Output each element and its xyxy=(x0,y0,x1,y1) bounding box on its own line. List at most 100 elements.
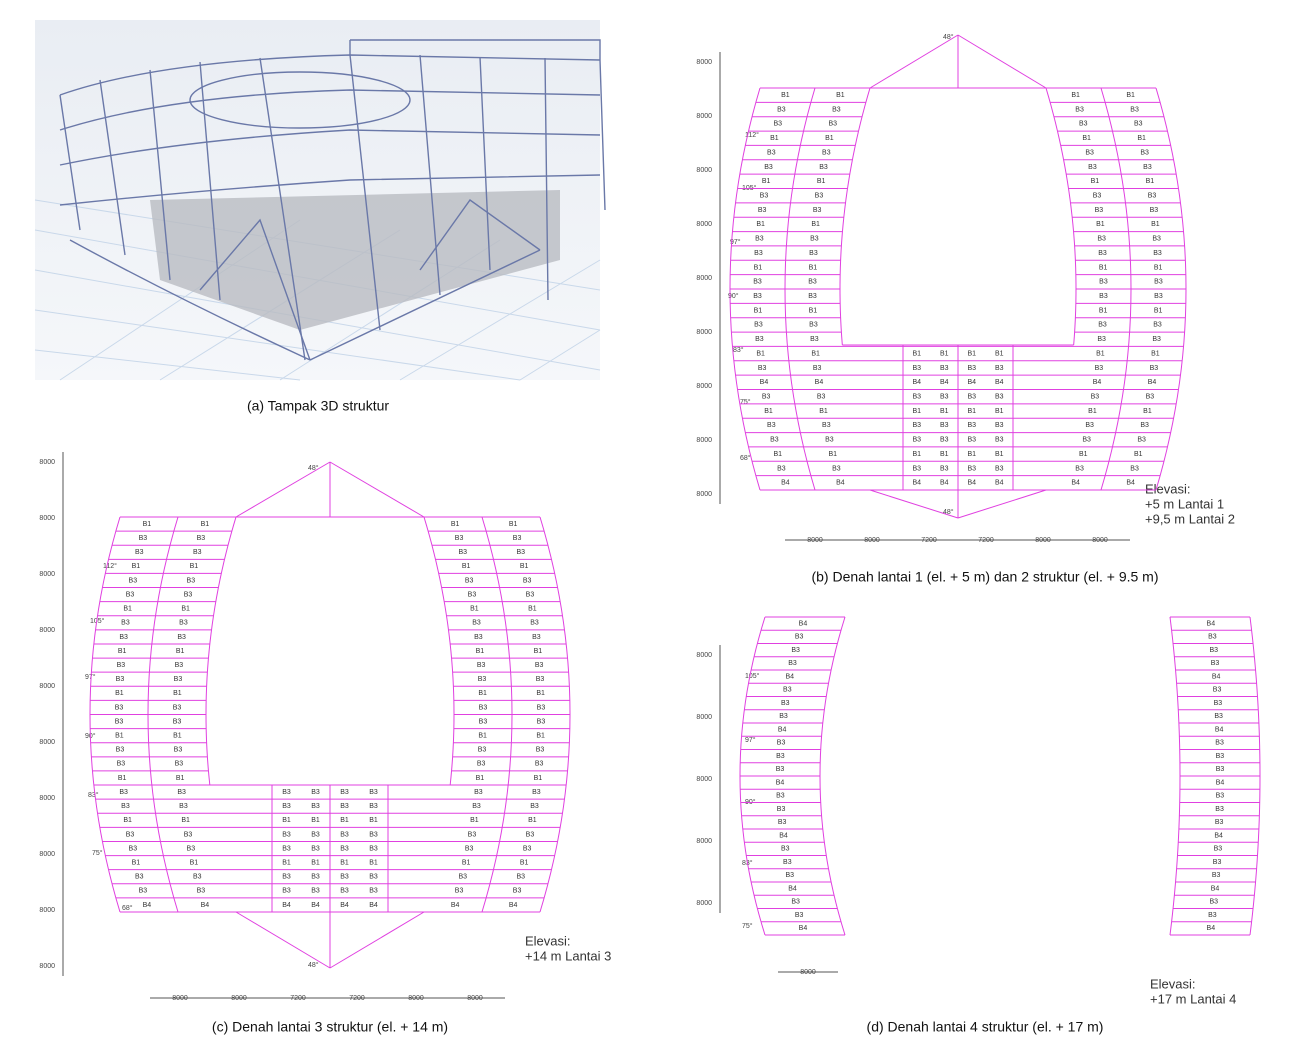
beam-label: B3 xyxy=(340,831,349,838)
beam-label: B3 xyxy=(795,912,804,919)
beam-label: B3 xyxy=(177,634,186,641)
beam-label: B4 xyxy=(1214,832,1223,839)
dimension-label: 8000 xyxy=(39,515,55,522)
beam-label: B1 xyxy=(520,859,529,866)
beam-label: B3 xyxy=(1216,753,1225,760)
beam-label: B3 xyxy=(175,662,184,669)
beam-label: B3 xyxy=(1140,422,1149,429)
beam-label: B3 xyxy=(311,888,320,895)
beam-label: B3 xyxy=(369,803,378,810)
beam-label: B4 xyxy=(311,902,320,909)
beam-label: B4 xyxy=(1215,726,1224,733)
beam-label: B3 xyxy=(788,660,797,667)
beam-label: B4 xyxy=(1207,620,1216,627)
beam-label: B3 xyxy=(1215,740,1224,747)
beam-label: B3 xyxy=(1211,660,1220,667)
angle-label: 75° xyxy=(92,849,103,857)
beam-label: B3 xyxy=(115,718,124,725)
beam-label: B3 xyxy=(1214,700,1223,707)
beam-label: B3 xyxy=(1095,207,1104,214)
beam-line xyxy=(1045,87,1077,346)
beam-label: B3 xyxy=(1137,437,1146,444)
beam-line xyxy=(1169,616,1181,936)
beam-label: B3 xyxy=(472,620,481,627)
dimension-label: 8000 xyxy=(696,113,712,120)
beam-label: B1 xyxy=(1091,178,1100,185)
beam-label: B1 xyxy=(1151,221,1160,228)
beam-label: B3 xyxy=(1214,846,1223,853)
beam-label: B1 xyxy=(781,92,790,99)
beam-label: B1 xyxy=(528,817,537,824)
beam-label: B1 xyxy=(764,408,773,415)
beam-label: B1 xyxy=(1151,350,1160,357)
beam-label: B4 xyxy=(912,480,921,487)
dimension-label: 7200 xyxy=(978,537,994,544)
beam-label: B3 xyxy=(1216,793,1225,800)
dimension-label: 8000 xyxy=(39,683,55,690)
beam-label: B3 xyxy=(530,803,539,810)
beam-label: B3 xyxy=(465,845,474,852)
beam-label: B3 xyxy=(783,687,792,694)
beam-label: B4 xyxy=(967,480,976,487)
beam-label: B3 xyxy=(516,549,525,556)
beam-label: B3 xyxy=(311,831,320,838)
beam-label: B3 xyxy=(282,803,291,810)
beam-label: B1 xyxy=(1154,307,1163,314)
beam-label: B1 xyxy=(1143,408,1152,415)
beam-label: B1 xyxy=(470,817,479,824)
beam-label: B4 xyxy=(836,480,845,487)
beam-label: B3 xyxy=(479,718,488,725)
beam-label: B3 xyxy=(1208,912,1217,919)
dimension-label: 8000 xyxy=(1035,537,1051,544)
beam-label: B1 xyxy=(123,817,132,824)
beam-label: B3 xyxy=(513,535,522,542)
beam-label: B3 xyxy=(777,465,786,472)
beam-label: B4 xyxy=(1126,480,1135,487)
beam-label: B4 xyxy=(1216,779,1225,786)
beam-label: B3 xyxy=(537,704,546,711)
beam-label: B3 xyxy=(822,422,831,429)
beam-label: B3 xyxy=(819,164,828,171)
beam-label: B3 xyxy=(1153,322,1162,329)
beam-label: B3 xyxy=(810,236,819,243)
beam-label: B3 xyxy=(193,549,202,556)
beam-label: B3 xyxy=(1209,647,1218,654)
beam-label: B3 xyxy=(813,365,822,372)
dimension-label: 8000 xyxy=(696,383,712,390)
beam-label: B1 xyxy=(528,606,537,613)
elevation-note: +5 m Lantai 1 xyxy=(1145,496,1224,511)
beam-label: B3 xyxy=(458,549,467,556)
beam-label: B1 xyxy=(478,733,487,740)
angle-label: 83° xyxy=(733,346,744,354)
beam-label: B4 xyxy=(779,832,788,839)
beam-label: B3 xyxy=(1154,279,1163,286)
beam-label: B3 xyxy=(173,718,182,725)
beam-label: B3 xyxy=(121,803,130,810)
beam-label: B3 xyxy=(828,121,837,128)
beam-label: B3 xyxy=(311,874,320,881)
dimension-label: 8000 xyxy=(172,995,188,1002)
beam-label: B1 xyxy=(478,690,487,697)
beam-label: B4 xyxy=(201,902,210,909)
beam-label: B3 xyxy=(755,336,764,343)
beam-label: B3 xyxy=(311,845,320,852)
beam-label: B3 xyxy=(1152,236,1161,243)
beam-label: B3 xyxy=(967,365,976,372)
beam-label: B3 xyxy=(760,193,769,200)
beam-label: B1 xyxy=(1071,92,1080,99)
beam-label: B4 xyxy=(967,379,976,386)
beam-label: B1 xyxy=(462,563,471,570)
beam-label: B3 xyxy=(995,437,1004,444)
dimension-label: 8000 xyxy=(696,329,712,336)
angle-label: 105° xyxy=(742,184,757,192)
dimension-label: 8000 xyxy=(39,571,55,578)
beam-label: B3 xyxy=(995,465,1004,472)
beam-label: B3 xyxy=(187,577,196,584)
beam-label: B1 xyxy=(995,408,1004,415)
beam-label: B3 xyxy=(781,846,790,853)
beam-label: B3 xyxy=(1098,250,1107,257)
beam-label: B1 xyxy=(476,648,485,655)
dimension-label: 7200 xyxy=(290,995,306,1002)
beam-label: B3 xyxy=(526,831,535,838)
beam-label: B1 xyxy=(462,859,471,866)
